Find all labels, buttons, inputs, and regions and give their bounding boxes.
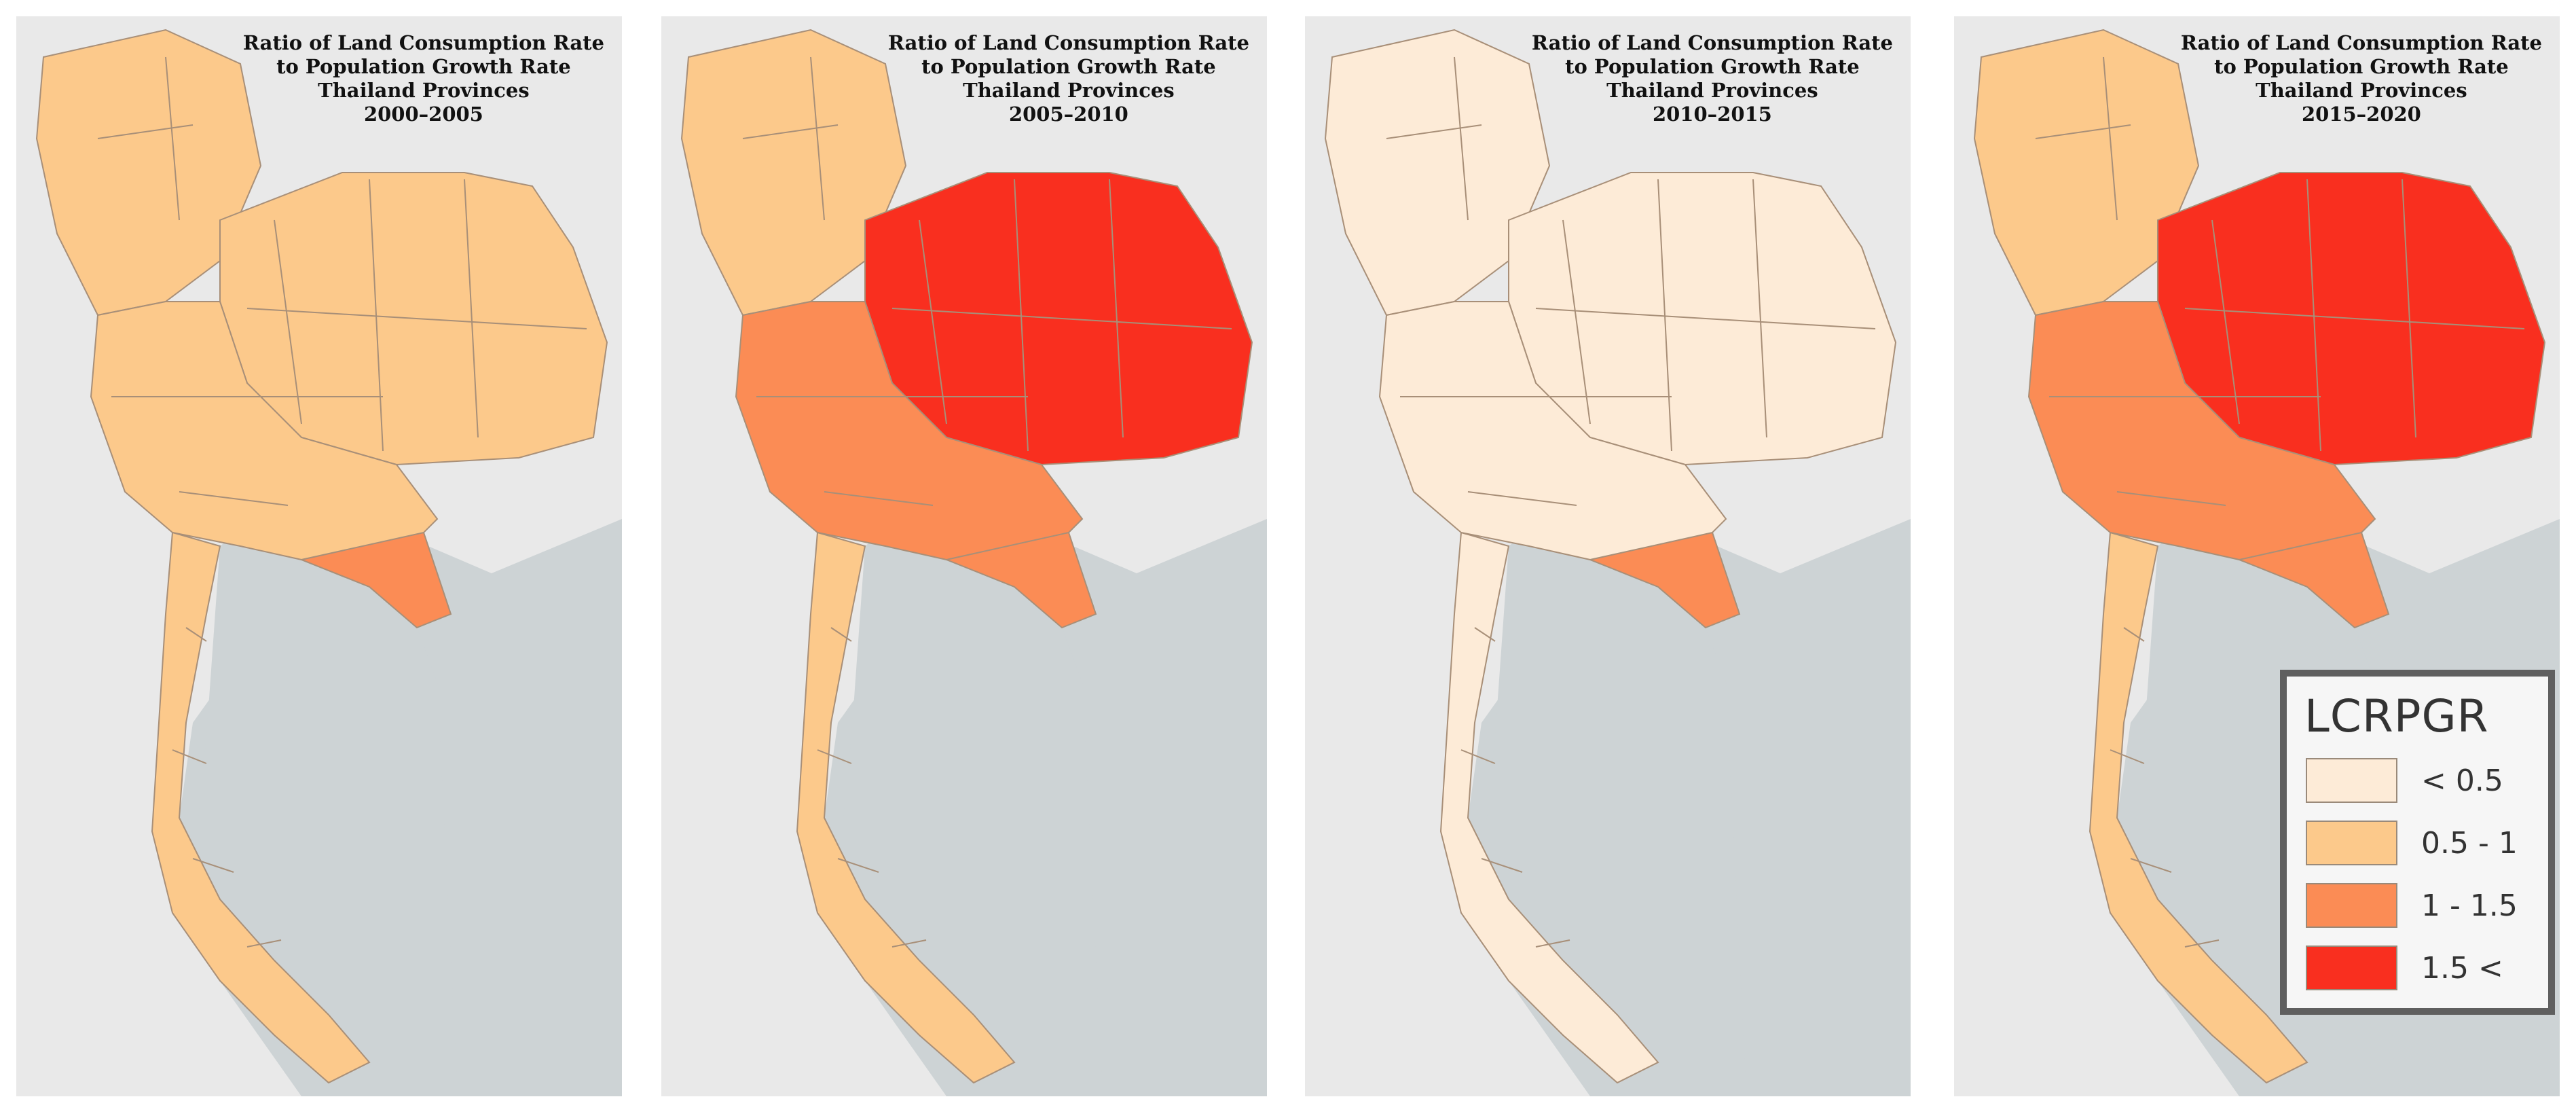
legend-swatch [2306, 946, 2397, 990]
province-east [944, 531, 1097, 629]
province-north [680, 29, 907, 317]
legend-label: 1.5 < [2421, 951, 2503, 986]
province-east [1587, 531, 1741, 629]
province-regions [680, 29, 1253, 1084]
legend-label: 1 - 1.5 [2421, 888, 2518, 923]
legend-label: 0.5 - 1 [2421, 826, 2518, 861]
legend-item: < 0.5 [2306, 758, 2543, 806]
map-panel-2000-2005: Ratio of Land Consumption Rate to Populat… [16, 16, 622, 1096]
map-title: Ratio of Land Consumption Rate to Populat… [242, 31, 604, 126]
legend-item: 1 - 1.5 [2306, 883, 2543, 931]
map-panel-2010-2015: Ratio of Land Consumption Rate to Populat… [1305, 16, 1911, 1096]
province-north [1324, 29, 1551, 317]
map-title: Ratio of Land Consumption Rate to Populat… [1531, 31, 1893, 126]
province-south [151, 531, 371, 1084]
map-panel-2005-2010: Ratio of Land Consumption Rate to Populat… [661, 16, 1267, 1096]
map-title: Ratio of Land Consumption Rate to Populat… [2180, 31, 2542, 126]
province-south [2089, 531, 2308, 1084]
province-north [35, 29, 262, 317]
thailand-map [661, 16, 1267, 1096]
province-north [1973, 29, 2200, 317]
thailand-map [1305, 16, 1911, 1096]
province-east [299, 531, 452, 629]
legend-label: < 0.5 [2421, 763, 2503, 798]
thailand-map [16, 16, 622, 1096]
province-borders [2035, 56, 2525, 948]
legend-swatch [2306, 821, 2397, 865]
province-borders [742, 56, 1232, 948]
legend-item: 1.5 < [2306, 946, 2543, 993]
province-south [796, 531, 1016, 1084]
legend: LCRPGR < 0.5 0.5 - 1 1 - 1.5 1.5 < [2280, 670, 2555, 1015]
legend-item: 0.5 - 1 [2306, 821, 2543, 868]
map-title: Ratio of Land Consumption Rate to Populat… [887, 31, 1249, 126]
legend-swatch [2306, 758, 2397, 803]
legend-title: LCRPGR [2304, 690, 2489, 742]
legend-swatch [2306, 883, 2397, 928]
province-borders [1386, 56, 1876, 948]
province-borders [97, 56, 587, 948]
province-south [1439, 531, 1659, 1084]
province-east [2237, 531, 2390, 629]
